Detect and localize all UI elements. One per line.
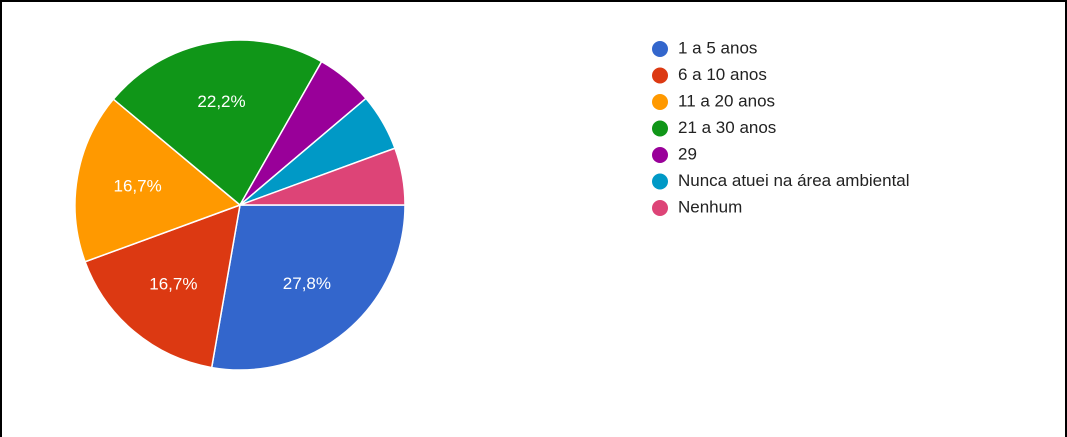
- legend-swatch: [652, 67, 668, 84]
- legend-swatch: [652, 200, 668, 216]
- data-label: 16,7%: [113, 177, 161, 196]
- pie-slice: [239, 147, 406, 206]
- data-label: 16,7%: [149, 274, 197, 293]
- pie-slice: [74, 98, 242, 263]
- legend-swatch: [652, 41, 668, 57]
- data-label: 27,8%: [283, 274, 331, 293]
- legend-label: 21 a 30 anos: [678, 118, 776, 137]
- pie-slice: [112, 39, 323, 207]
- legend-swatch: [652, 147, 668, 163]
- legend-label: 1 a 5 anos: [678, 38, 757, 57]
- legend-swatch: [652, 94, 668, 110]
- legend-label: 11 a 20 anos: [678, 91, 775, 110]
- pie-slice: [210, 204, 406, 371]
- legend-swatch: [652, 120, 668, 137]
- legend-label: Nenhum: [678, 197, 742, 216]
- legend-swatch: [652, 173, 668, 190]
- pie-slice: [84, 203, 241, 369]
- legend-label: Nunca atuei na área ambiental: [678, 171, 910, 190]
- legend-label: 6 a 10 anos: [678, 65, 767, 84]
- data-label: 22,2%: [197, 92, 245, 111]
- legend-label: 29: [678, 144, 697, 163]
